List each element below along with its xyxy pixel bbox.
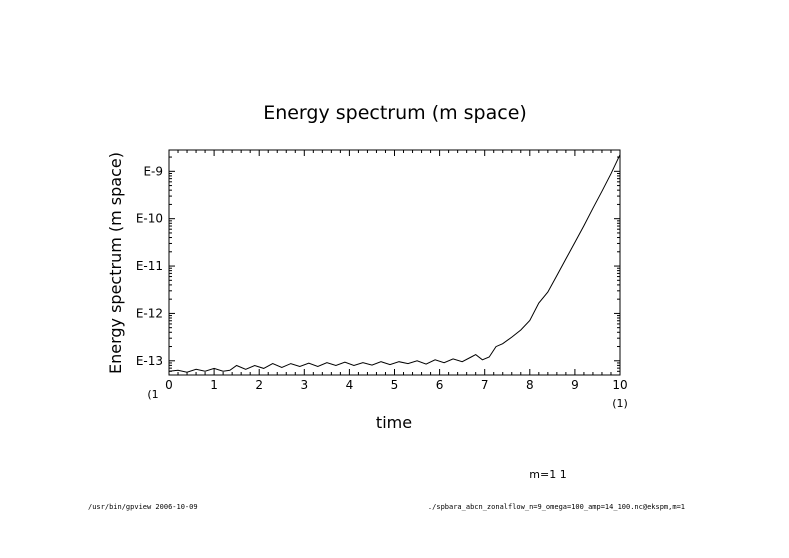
x-tick-label: 3 [300, 378, 308, 392]
x-tick-label: 2 [255, 378, 263, 392]
x-tick-label: 5 [391, 378, 399, 392]
y-unit-note: (1 [147, 388, 158, 401]
x-tick-label: 6 [436, 378, 444, 392]
x-axis-label: time [376, 413, 412, 432]
y-tick-label: E-12 [136, 306, 163, 320]
x-tick-label: 4 [346, 378, 354, 392]
y-tick-label: E-10 [136, 212, 163, 226]
footer-left: /usr/bin/gpview 2006-10-09 [88, 503, 198, 511]
x-tick-label: 7 [481, 378, 489, 392]
x-unit-note: (1) [612, 397, 628, 410]
y-axis-label: Energy spectrum (m space) [106, 152, 125, 374]
annotation-m: m=1 1 [529, 468, 566, 481]
x-tick-label: 0 [165, 378, 173, 392]
x-tick-label: 9 [571, 378, 579, 392]
x-tick-label: 8 [526, 378, 534, 392]
x-tick-label: 10 [612, 378, 627, 392]
y-tick-label: E-13 [136, 354, 163, 368]
y-tick-label: E-11 [136, 259, 163, 273]
chart-title: Energy spectrum (m space) [263, 102, 527, 124]
y-tick-label: E-9 [143, 164, 163, 178]
plot-frame [168, 149, 621, 376]
x-axis: 0 1 2 3 4 5 6 7 8 9 10 [165, 150, 628, 392]
footer-right: ./spbara_abcn_zonalflow_n=9_omega=100_am… [428, 503, 685, 511]
y-axis: E-13 E-12 E-11 E-10 E-9 [136, 156, 620, 372]
x-tick-label: 1 [210, 378, 218, 392]
series-line [168, 154, 621, 373]
